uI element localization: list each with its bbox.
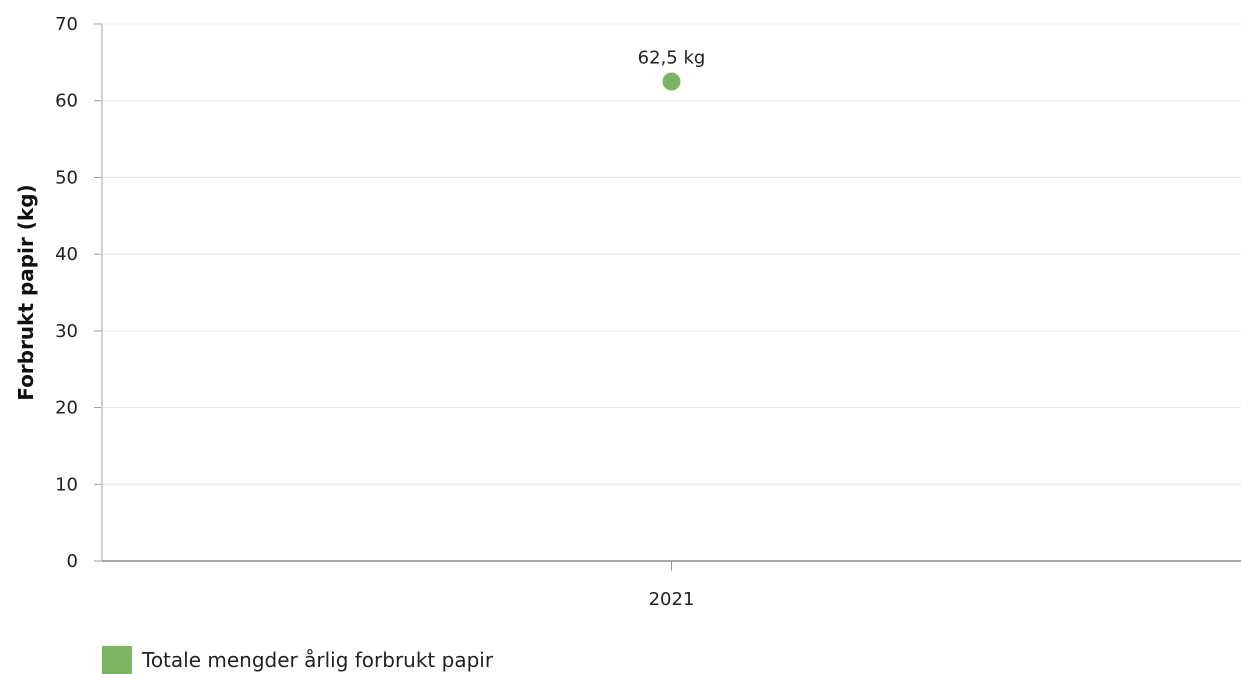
y-tick-label: 50 <box>55 167 78 188</box>
y-tick-label: 0 <box>67 551 78 572</box>
y-tick-label: 10 <box>55 474 78 495</box>
y-tick-label: 30 <box>55 321 78 342</box>
y-tick-label: 40 <box>55 244 78 265</box>
y-axis-ticks: 0 10 20 30 40 50 60 70 <box>55 14 102 572</box>
data-point[interactable] <box>662 72 681 91</box>
data-label: 62,5 kg <box>638 48 706 69</box>
x-tick-label: 2021 <box>649 589 695 610</box>
gridlines <box>102 23 1241 485</box>
y-tick-label: 70 <box>55 14 78 35</box>
legend: Totale mengder årlig forbrukt papir <box>102 646 493 674</box>
legend-label: Totale mengder årlig forbrukt papir <box>142 648 494 672</box>
data-points: 62,5 kg <box>638 48 706 91</box>
y-tick-label: 60 <box>55 91 78 112</box>
y-tick-label: 20 <box>55 398 78 419</box>
x-axis-ticks: 2021 <box>649 561 695 610</box>
y-axis-title: Forbrukt papir (kg) <box>14 184 38 400</box>
paper-consumption-chart: 0 10 20 30 40 50 60 70 2021 Forbrukt papir (kg)… <box>14 14 1241 610</box>
legend-swatch <box>102 646 132 674</box>
